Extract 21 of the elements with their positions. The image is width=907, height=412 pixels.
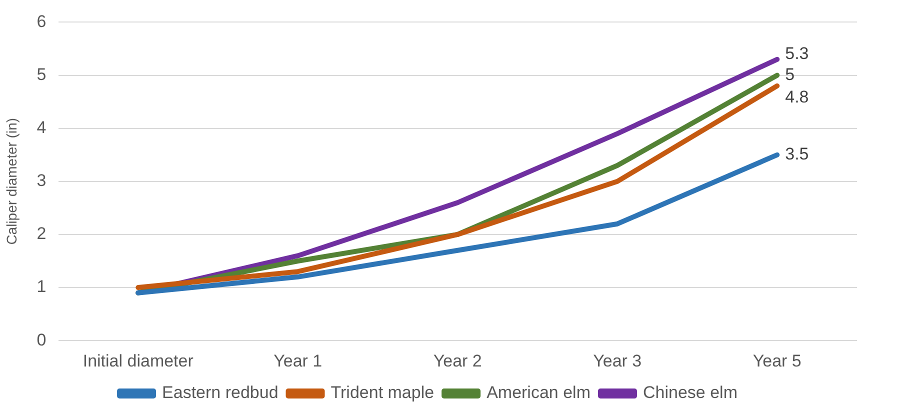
legend-label: American elm bbox=[486, 383, 590, 402]
y-tick-label: 5 bbox=[36, 64, 46, 84]
data-label: 4.8 bbox=[785, 88, 809, 107]
y-tick-label: 6 bbox=[36, 12, 46, 31]
y-tick-label: 1 bbox=[36, 277, 46, 296]
data-label: 5.3 bbox=[785, 44, 809, 64]
legend-label: Chinese elm bbox=[642, 383, 738, 402]
y-tick-label: 4 bbox=[36, 118, 46, 138]
legend-label: Eastern redbud bbox=[162, 383, 278, 402]
data-label: 5 bbox=[785, 64, 795, 84]
x-tick-label: Year 5 bbox=[752, 351, 802, 370]
y-tick-label: 3 bbox=[36, 171, 46, 190]
x-tick-label: Year 1 bbox=[274, 351, 322, 370]
x-tick-label: Year 2 bbox=[433, 351, 482, 370]
x-tick-label: Initial diameter bbox=[82, 351, 194, 370]
data-label: 3.5 bbox=[785, 144, 809, 164]
y-tick-label: 2 bbox=[36, 224, 46, 244]
legend-label: Trident maple bbox=[330, 383, 434, 402]
x-tick-label: Year 3 bbox=[593, 351, 642, 370]
y-tick-label: 0 bbox=[36, 330, 46, 350]
y-axis-title: Caliper diameter (in) bbox=[3, 118, 20, 245]
